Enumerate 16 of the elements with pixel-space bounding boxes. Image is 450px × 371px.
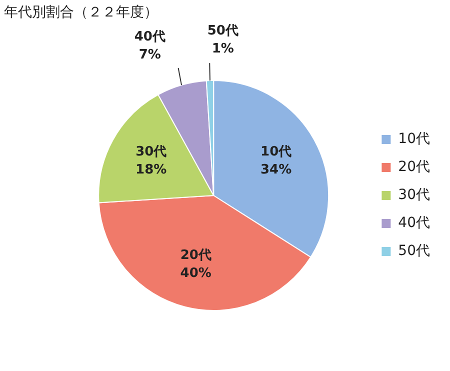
slice-label: 10代	[260, 144, 292, 160]
legend-label: 30代	[398, 187, 430, 204]
slice-label: 40代	[134, 29, 166, 44]
data-label: 40%	[180, 266, 212, 281]
data-label: 7%	[138, 47, 161, 62]
slice-label: 30代	[136, 144, 167, 160]
data-label: 34%	[260, 162, 292, 178]
data-label: 18%	[136, 162, 167, 178]
legend-label: 20代	[398, 159, 430, 176]
chart-title: 年代別割合（２２年度）	[4, 4, 158, 21]
legend-label: 10代	[398, 131, 430, 148]
slice-label: 20代	[180, 248, 212, 263]
slice-label: 50代	[207, 23, 238, 38]
legend-label: 40代	[398, 215, 430, 232]
legend-label: 50代	[398, 243, 430, 260]
data-label: 1%	[212, 41, 234, 56]
